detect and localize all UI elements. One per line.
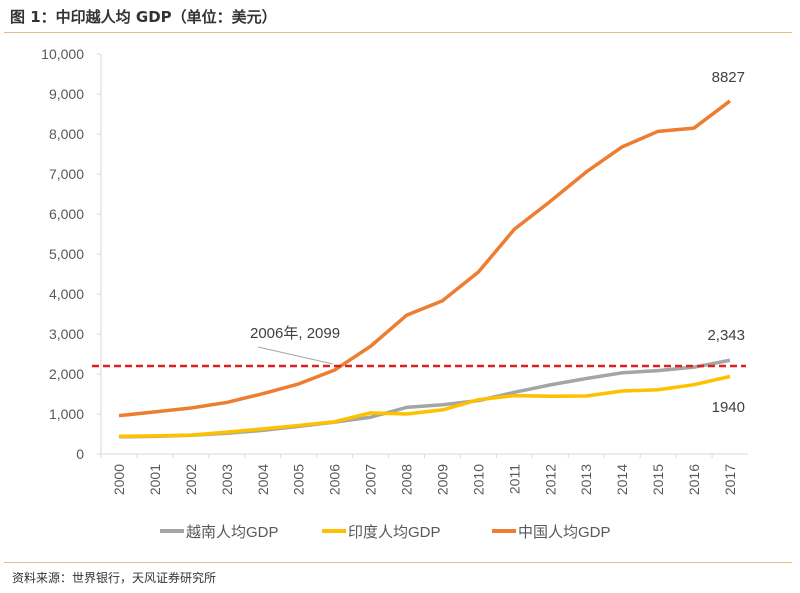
data-label: 8827 xyxy=(712,69,745,86)
y-tick-label: 3,000 xyxy=(49,326,84,342)
x-tick-label: 2010 xyxy=(470,464,486,495)
line-chart: 0 1,000 2,000 3,000 4,000 5,000 6,000 7,000 8,00… xyxy=(41,46,748,541)
data-label: 2,343 xyxy=(707,327,745,344)
y-tick-label: 5,000 xyxy=(49,246,84,262)
y-tick-label: 2,000 xyxy=(49,366,84,382)
x-tick-label: 2016 xyxy=(686,464,702,495)
source-note: 资料来源：世界银行，天风证券研究所 xyxy=(12,571,217,585)
x-tick-label: 2015 xyxy=(650,464,666,495)
y-tick-label: 1,000 xyxy=(49,406,84,422)
legend-label: 越南人均GDP xyxy=(186,524,279,541)
y-tick-label: 6,000 xyxy=(49,206,84,222)
data-label: 2006年, 2099 xyxy=(250,325,340,342)
series-line-2 xyxy=(118,99,732,418)
title-divider xyxy=(4,32,792,33)
x-tick-label: 2014 xyxy=(614,464,630,495)
y-tick-label: 0 xyxy=(76,446,84,462)
annotation-leader-line xyxy=(257,346,334,365)
x-tick-label: 2005 xyxy=(291,464,307,495)
x-tick-label: 2008 xyxy=(399,464,415,495)
x-tick-label: 2012 xyxy=(542,464,558,495)
x-tick-label: 2011 xyxy=(506,464,522,494)
x-tick-label: 2002 xyxy=(183,464,199,495)
data-label: 1940 xyxy=(712,399,745,416)
series-line-0 xyxy=(118,358,731,439)
figure-title: 图 1：中印越人均 GDP（单位：美元） xyxy=(10,8,277,26)
y-tick-label: 4,000 xyxy=(49,286,84,302)
y-tick-label: 9,000 xyxy=(49,86,84,102)
y-tick-label: 7,000 xyxy=(49,166,84,182)
legend-label: 印度人均GDP xyxy=(348,524,441,541)
x-tick-label: 2009 xyxy=(434,464,450,495)
x-tick-label: 2003 xyxy=(219,464,235,495)
x-tick-label: 2000 xyxy=(111,464,127,495)
legend-label: 中国人均GDP xyxy=(518,524,611,541)
x-tick-label: 2004 xyxy=(255,464,271,495)
x-tick-label: 2017 xyxy=(722,464,738,495)
y-tick-label: 10,000 xyxy=(41,46,84,62)
source-divider xyxy=(4,562,792,563)
series-line-1 xyxy=(118,374,731,439)
y-tick-label: 8,000 xyxy=(49,126,84,142)
x-tick-label: 2013 xyxy=(578,464,594,495)
x-tick-label: 2007 xyxy=(363,464,379,495)
x-tick-label: 2001 xyxy=(147,464,163,495)
x-tick-label: 2006 xyxy=(327,464,343,495)
